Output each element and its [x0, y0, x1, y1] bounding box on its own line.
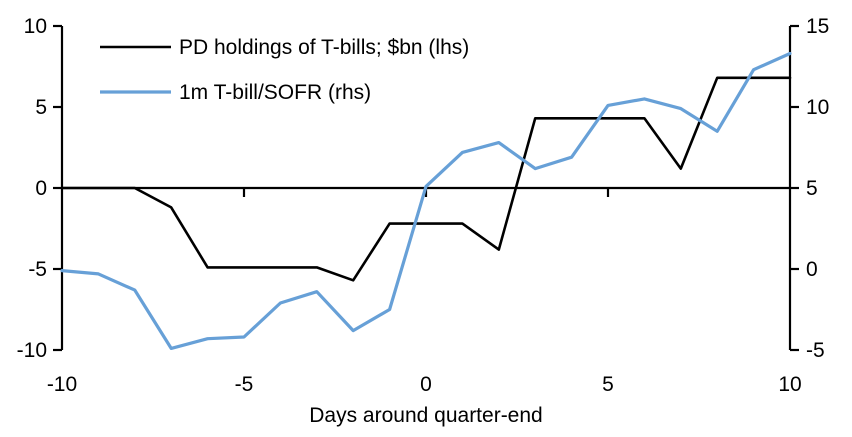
x-axis-title: Days around quarter-end: [309, 404, 542, 427]
x-axis-tick-label: 5: [602, 373, 614, 396]
legend-label: 1m T-bill/SOFR (rhs): [179, 81, 371, 104]
right-axis-tick-label: 5: [806, 177, 818, 200]
x-axis-tick-label: -10: [47, 373, 77, 396]
right-axis-tick-label: 10: [806, 96, 829, 119]
series-line-pd-holdings: [60, 76, 792, 282]
right-axis-tick-label: 0: [806, 258, 818, 281]
left-axis-tick-label: -5: [28, 258, 47, 281]
x-axis-tick-label: -5: [235, 373, 254, 396]
legend-label: PD holdings of T-bills; $bn (lhs): [179, 36, 469, 59]
series-line-tbill-sofr: [60, 51, 792, 350]
right-axis-tick-label: 15: [806, 15, 829, 38]
left-axis-tick-label: -10: [17, 339, 47, 362]
left-axis-tick-label: 10: [24, 15, 47, 38]
left-axis-tick-label: 5: [35, 96, 47, 119]
left-axis-tick-label: 0: [35, 177, 47, 200]
x-axis-tick-label: 0: [420, 373, 432, 396]
right-axis-tick-label: -5: [806, 339, 825, 362]
x-axis-tick-label: 10: [778, 373, 801, 396]
